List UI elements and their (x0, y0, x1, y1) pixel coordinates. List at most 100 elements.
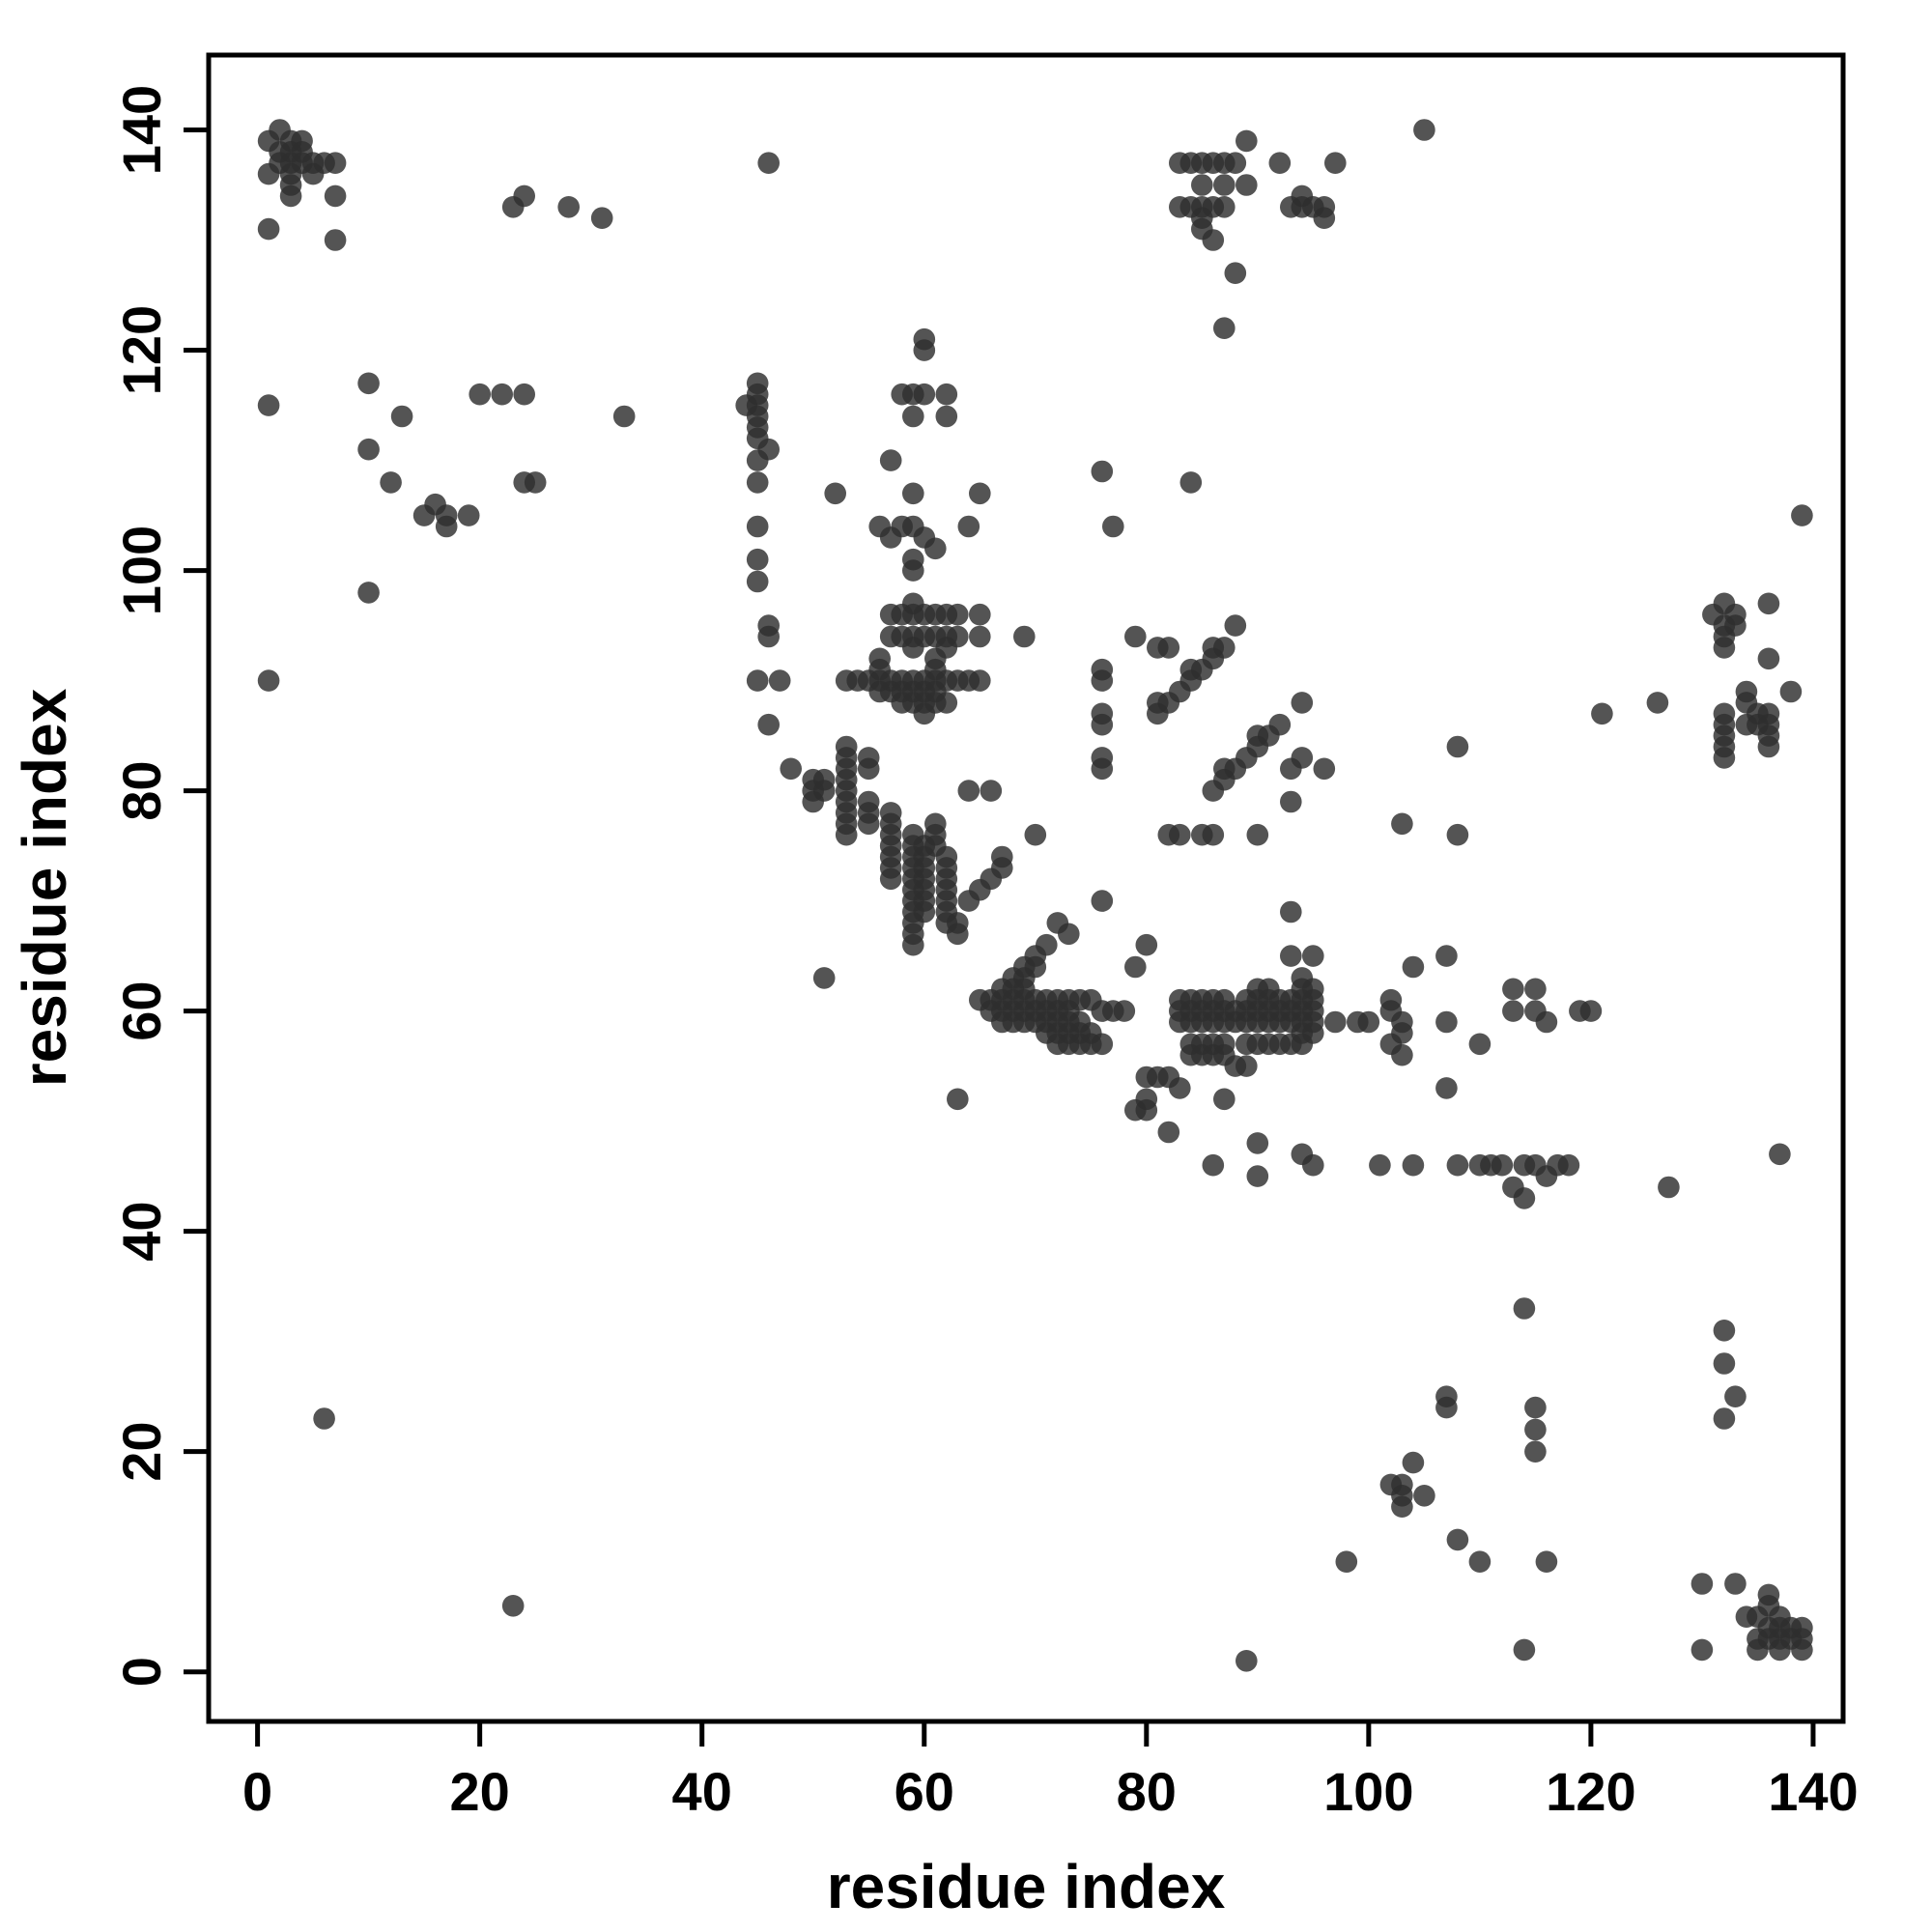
data-point (746, 515, 769, 538)
data-point (1413, 1485, 1435, 1507)
data-point (1246, 1132, 1269, 1154)
data-point (1091, 890, 1114, 912)
data-point (612, 405, 636, 428)
data-point (1446, 735, 1469, 758)
data-point (1535, 1550, 1558, 1573)
data-point (1646, 692, 1669, 714)
x-tick-label: 40 (672, 1761, 732, 1822)
x-axis-ticks: 0 20 40 60 80 100 120 140 (242, 1721, 1859, 1822)
data-point (501, 1595, 525, 1617)
data-point (1402, 1451, 1425, 1474)
data-point (1713, 747, 1736, 769)
data-point (1413, 119, 1435, 141)
data-point (902, 405, 924, 428)
data-point (1124, 955, 1147, 979)
data-point (357, 438, 380, 461)
data-point (1246, 1165, 1269, 1187)
x-tick-label: 60 (895, 1761, 954, 1822)
data-point (1291, 185, 1314, 208)
data-point (1013, 625, 1036, 648)
data-point (1524, 1396, 1547, 1419)
x-tick-label: 100 (1323, 1761, 1413, 1822)
data-point (557, 196, 580, 218)
data-point (1102, 515, 1124, 538)
data-point (491, 383, 513, 406)
data-point (1202, 647, 1225, 670)
data-point (980, 780, 1003, 802)
data-point (1335, 1550, 1358, 1573)
data-point (935, 692, 958, 714)
data-point (746, 548, 769, 571)
data-point (257, 162, 280, 185)
data-point (1058, 923, 1080, 946)
data-point (1202, 229, 1225, 251)
data-point (947, 603, 969, 626)
data-point (1191, 174, 1213, 196)
data-point (1658, 1176, 1680, 1199)
y-tick-label: 20 (111, 1422, 172, 1482)
data-point (1713, 1320, 1736, 1342)
data-point (757, 152, 780, 174)
data-point (1391, 1043, 1413, 1066)
data-point (1091, 713, 1114, 736)
x-axis-title: residue index (827, 1852, 1226, 1921)
data-point (1757, 592, 1780, 615)
data-point (1524, 1440, 1547, 1463)
y-tick-label: 100 (111, 526, 172, 615)
data-point (757, 713, 780, 736)
data-point (1757, 735, 1780, 758)
data-point (857, 812, 880, 836)
data-point (1213, 317, 1236, 340)
data-point (313, 1407, 335, 1430)
data-point (902, 559, 924, 582)
data-point (902, 482, 924, 505)
data-point (1502, 1000, 1524, 1022)
data-point (1091, 757, 1114, 781)
data-point (1391, 1495, 1413, 1518)
data-point (969, 482, 991, 505)
x-tick-label: 140 (1768, 1761, 1858, 1822)
data-point (380, 471, 402, 494)
data-point (802, 790, 824, 813)
plot-border (206, 52, 1846, 1724)
data-point (913, 383, 936, 406)
y-tick-label: 80 (111, 760, 172, 820)
data-point (1280, 900, 1302, 923)
scatter-points (257, 119, 1813, 1672)
data-point (969, 625, 991, 648)
y-tick-label: 140 (111, 85, 172, 175)
data-point (1324, 152, 1347, 174)
data-point (812, 967, 836, 989)
y-tick-label: 0 (111, 1657, 172, 1687)
data-point (1224, 262, 1247, 285)
data-point (1491, 1153, 1514, 1177)
x-tick-label: 120 (1546, 1761, 1635, 1822)
data-point (1236, 1055, 1258, 1077)
data-point (1690, 1638, 1714, 1662)
data-point (1757, 647, 1780, 670)
data-point (1591, 702, 1613, 725)
data-point (780, 757, 802, 781)
y-axis-ticks: 0 20 40 60 80 100 120 140 (111, 85, 209, 1687)
data-point (1313, 757, 1336, 781)
data-point (757, 625, 780, 648)
data-point (1724, 1385, 1747, 1407)
data-point (1502, 978, 1524, 1001)
data-point (913, 702, 936, 725)
data-point (1435, 1010, 1458, 1034)
data-point (924, 537, 947, 560)
data-point (957, 515, 980, 538)
data-point (935, 405, 958, 428)
data-point (969, 603, 991, 626)
data-point (1291, 692, 1314, 714)
data-point (746, 570, 769, 593)
data-point (1713, 1407, 1736, 1430)
data-point (1535, 1165, 1558, 1187)
data-point (1535, 1010, 1558, 1034)
data-point (1313, 207, 1336, 229)
data-point (1579, 1000, 1603, 1022)
data-point (1236, 129, 1258, 153)
data-point (1747, 1638, 1769, 1662)
